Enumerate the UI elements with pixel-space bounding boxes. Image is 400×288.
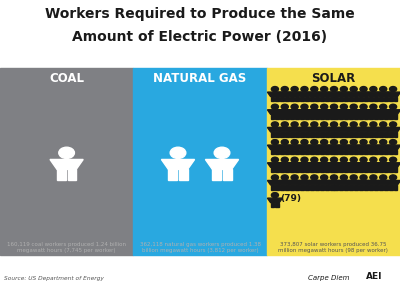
Text: Source: US Department of Energy: Source: US Department of Energy [4, 276, 104, 281]
Text: NATURAL GAS: NATURAL GAS [153, 72, 247, 85]
Text: Carpe Diem: Carpe Diem [308, 275, 350, 281]
Text: COAL: COAL [49, 72, 84, 85]
Text: Amount of Electric Power (2016): Amount of Electric Power (2016) [72, 30, 328, 44]
Text: AEI: AEI [366, 272, 382, 281]
Text: Workers Required to Produce the Same: Workers Required to Produce the Same [45, 7, 355, 21]
Text: 373,807 solar workers produced 36.75
million megawatt hours (98 per worker): 373,807 solar workers produced 36.75 mil… [278, 242, 388, 253]
Text: SOLAR: SOLAR [311, 72, 356, 85]
Text: 362,118 natural gas workers produced 1.38
billion megawatt hours (3,812 per work: 362,118 natural gas workers produced 1.3… [140, 242, 260, 253]
Text: 160,119 coal workers produced 1.24 billion
megawatt hours (7,745 per worker): 160,119 coal workers produced 1.24 billi… [7, 242, 126, 253]
Text: (79): (79) [281, 194, 302, 203]
